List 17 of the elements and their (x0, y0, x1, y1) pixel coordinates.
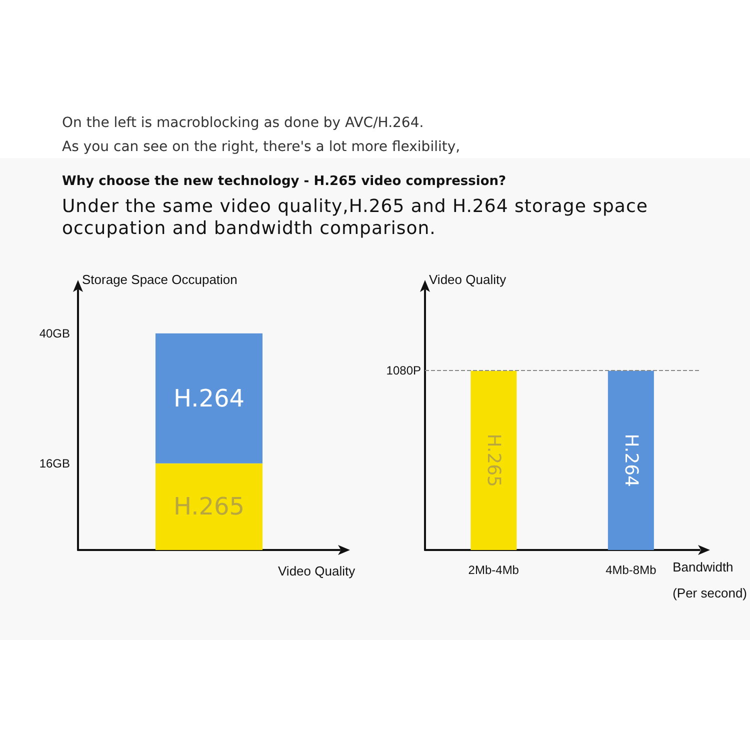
x-tick-label: 2Mb-4Mb (468, 563, 520, 577)
text: On the left is macroblocking as done by AVC/H.264. (62, 115, 424, 131)
text: As you can see on the right, there's a lot more flexibility, (62, 139, 460, 155)
series-label: H.265 (173, 492, 245, 521)
x-axis-title: Bandwidth (Per second) (672, 560, 747, 600)
x-axis-title: Video Quality (278, 564, 356, 578)
x-tick-label: 4Mb-8Mb (606, 563, 657, 577)
y-axis-title: Storage Space Occupation (82, 272, 238, 287)
y-tick-label: 16GB (39, 456, 70, 470)
series-label: H.265 (483, 434, 504, 487)
series-label: H.264 (173, 384, 245, 412)
chart-subtitle: Under the same video quality,H.265 and H.264 storage space occupation and bandwidth comparison. (62, 196, 649, 240)
ref-line-label: 1080P (386, 364, 421, 378)
y-tick-label: 40GB (39, 326, 70, 340)
series-label: H.264 (620, 434, 642, 487)
chart-title: Why choose the new technology - H.265 video compression? (62, 174, 506, 189)
y-axis-title: Video Quality (429, 272, 507, 287)
